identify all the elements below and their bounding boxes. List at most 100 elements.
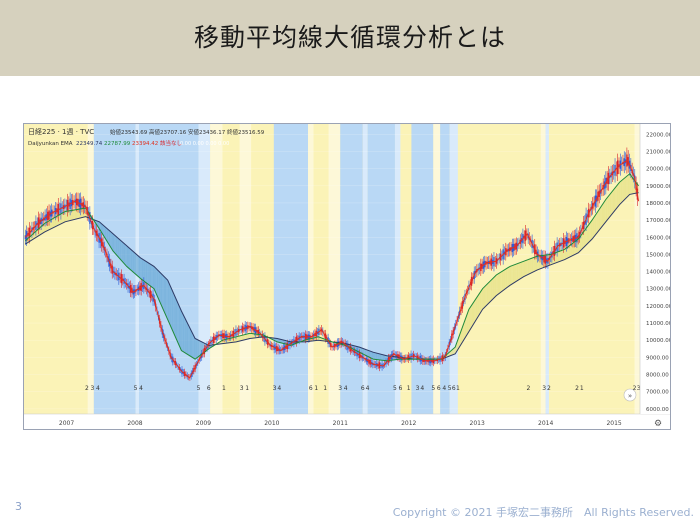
ribbon-segment [277, 338, 279, 343]
ribbon-segment [512, 264, 515, 284]
ribbon-segment [169, 283, 171, 326]
ribbon-segment [468, 307, 471, 332]
ribbon-segment [60, 213, 63, 224]
legend-ema-short: 22349.74 [76, 141, 103, 147]
ribbon-segment [134, 253, 137, 275]
ribbon-segment [522, 261, 524, 278]
stage-band [222, 124, 240, 414]
gear-icon: ⚙ [654, 419, 662, 429]
ema-long-line [25, 192, 639, 360]
ribbon-segment [316, 336, 319, 341]
ribbon-segment [605, 197, 608, 222]
ribbon-segment [627, 174, 630, 197]
legend-extra: 0.00 0.00 0.00 0.00 [180, 141, 229, 147]
ribbon-segment [597, 209, 599, 233]
ribbon-segment [243, 334, 245, 341]
copyright-text: Copyright © 2021 手塚宏二事務所 All Rights Rese… [392, 506, 694, 519]
stage-marker-label: 3 [91, 385, 95, 392]
x-tick-label: 2008 [127, 420, 142, 427]
ribbon-segment [526, 259, 528, 276]
ribbon-segment [630, 174, 632, 195]
stage-marker-label: 1 [580, 385, 584, 392]
ribbon-segment [453, 347, 456, 355]
legend-status: 該当なし [160, 139, 182, 147]
stage-marker-label: 6 [452, 385, 456, 392]
stage-band [308, 124, 314, 414]
ribbon-segment [149, 263, 152, 287]
ribbon-segment [123, 243, 126, 265]
ribbon-segment [620, 180, 623, 204]
ribbon-segment [245, 334, 248, 340]
ribbon-segment [618, 182, 620, 207]
stage-band [340, 124, 363, 414]
ribbon-segment [481, 288, 483, 312]
ribbon-segment [594, 213, 597, 236]
stage-band [367, 124, 395, 414]
ribbon-segment [462, 324, 464, 343]
stage-band [433, 124, 441, 414]
stage-marker-label: 2 [547, 385, 551, 392]
ribbon-segment [240, 335, 242, 341]
ribbon-segment [156, 269, 159, 298]
ribbon-segment [248, 333, 250, 339]
ribbon-segment [611, 190, 613, 215]
ribbon-segment [192, 333, 194, 359]
y-tick-label: 9000.00 [646, 355, 669, 361]
stage-marker-label: 1 [222, 385, 226, 392]
stage-marker-label: 3 [637, 385, 641, 392]
chart-nav-button[interactable]: » [623, 388, 637, 402]
ribbon-segment [154, 266, 156, 292]
ribbon-segment [73, 209, 75, 220]
ribbon-segment [103, 225, 105, 238]
ribbon-segment [533, 257, 535, 272]
ribbon-segment [496, 274, 498, 296]
stage-band [273, 124, 309, 414]
ribbon-segment [191, 330, 193, 358]
slide-number: 3 [15, 500, 22, 513]
ribbon-segment [195, 338, 197, 360]
ribbon-segment [624, 176, 627, 200]
stage-band [449, 124, 458, 414]
ribbon-segment [181, 311, 183, 352]
ribbon-segment [523, 260, 526, 277]
ribbon-segment [525, 260, 527, 277]
ribbon-segment [41, 224, 44, 234]
x-tick-label: 2009 [196, 420, 211, 427]
ribbon-segment [111, 232, 113, 251]
ribbon-segment [503, 269, 505, 291]
ribbon-segment [368, 350, 371, 358]
double-chevron-icon: » [628, 392, 632, 400]
ribbon-segment [608, 194, 610, 219]
stage-marker-label: 4 [344, 385, 348, 392]
ribbon-segment [485, 284, 487, 307]
x-axis: 2007 2008 2009 2010 2011 2012 2013 2014 2015 [24, 413, 670, 429]
settings-button[interactable]: ⚙ [654, 419, 662, 429]
ribbon-segment [631, 176, 634, 194]
stage-marker-label: 3 [416, 385, 420, 392]
stage-marker-label: 2 [85, 385, 89, 392]
ribbon-segment [106, 227, 108, 243]
ribbon-segment [233, 337, 235, 343]
ribbon-segment [601, 203, 604, 227]
ribbon-segment [464, 316, 467, 339]
y-tick-label: 21000.00 [646, 149, 671, 155]
ribbon-segment [237, 336, 239, 342]
ribbon-segment [519, 262, 521, 280]
ribbon-segment [173, 292, 175, 336]
ribbon-segment [384, 354, 386, 361]
y-tick-label: 11000.00 [646, 321, 671, 327]
ribbon-segment [115, 236, 118, 256]
ribbon-segment [520, 261, 523, 279]
ribbon-segment [185, 319, 187, 354]
ribbon-segment [178, 304, 181, 348]
ribbon-segment [607, 196, 609, 221]
ribbon-segment [377, 353, 379, 360]
ribbon-segment [282, 339, 285, 344]
stage-marker-label: 1 [245, 385, 249, 392]
stage-marker-label: 1 [456, 385, 460, 392]
ribbon-segment [514, 264, 516, 283]
y-tick-label: 10000.00 [646, 338, 671, 344]
ribbon-segment [609, 192, 612, 217]
ribbon-segment [129, 248, 131, 271]
